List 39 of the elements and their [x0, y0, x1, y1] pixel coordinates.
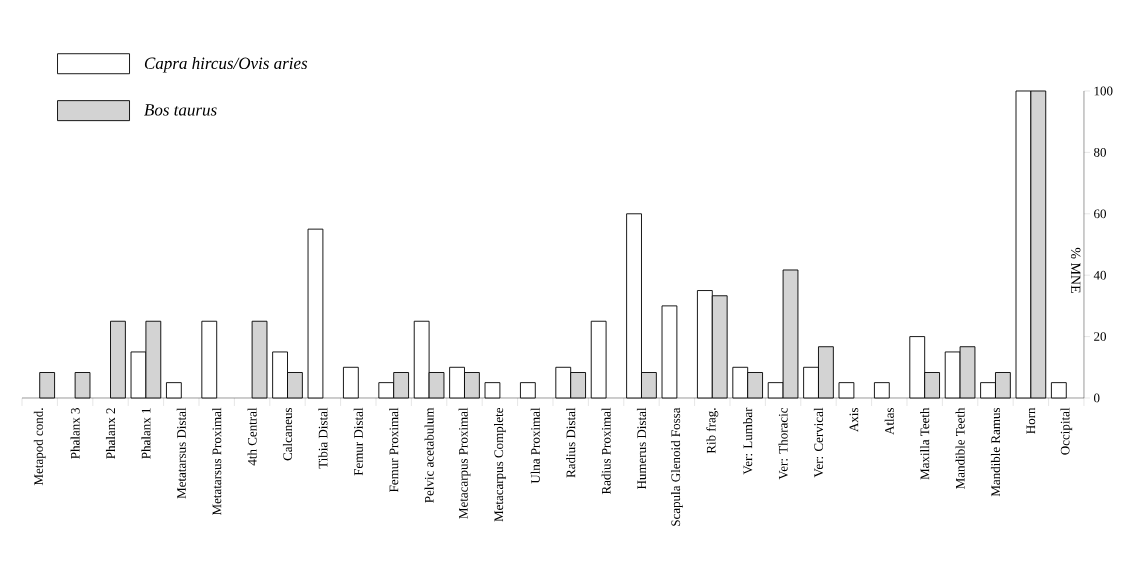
legend-label: Capra hircus/Ovis aries [144, 57, 308, 73]
x-tick-label: Ver: Thoracic [778, 407, 788, 480]
x-tick-label: Pelvic acetabulum [424, 407, 434, 503]
x-tick-label: Humerus Distal [636, 407, 647, 490]
x-tick-label: Horn [1026, 407, 1036, 434]
x-tick-label: Mandible Teeth [955, 407, 965, 489]
x-tick-label: Ver: Cervical [813, 407, 824, 478]
x-tick-label: Occipital [1060, 407, 1073, 455]
x-tick-label: Femur Proximal [389, 407, 399, 492]
x-tick-label: Maxilla Teeth [920, 407, 930, 480]
x-tick-label: 4th Central [247, 407, 257, 466]
x-tick-label: Ver: Lumbar [743, 407, 753, 475]
x-tick-label: Radius Proximal [601, 407, 611, 495]
x-tick-label: Metatarsus Distal [176, 407, 186, 499]
y-tick-label: 100 [1094, 86, 1113, 96]
x-tick-label: Radius Distal [566, 407, 576, 478]
x-tick-label: Phalanx 1 [141, 408, 151, 459]
x-tick-label: Phalanx 3 [70, 408, 80, 459]
x-tick-label: Ulna Proximal [530, 407, 540, 484]
x-tick-label: Axis [849, 407, 859, 432]
x-tick-label: Phalanx 2 [105, 408, 116, 459]
x-tick-label: Scapula Glenoid Fossa [670, 407, 683, 526]
x-tick-label: Tibia Distal [318, 407, 328, 469]
y-axis-title: % MNE [1070, 247, 1081, 293]
x-tick-label: Metacarpus Proximal [458, 407, 471, 519]
x-tick-label: Atlas [884, 407, 894, 435]
x-tick-label: Femur Distal [353, 407, 363, 476]
y-tick-label: 20 [1094, 332, 1107, 341]
x-tick-label: Metapod cond. [33, 408, 46, 486]
x-tick-label: Metatarsus Proximal [212, 407, 222, 516]
y-tick-label: 40 [1093, 270, 1107, 280]
y-tick-label: 60 [1094, 209, 1107, 219]
x-tick-label: Rib frag. [706, 408, 719, 454]
y-tick-label: 0 [1094, 393, 1100, 403]
x-tick-label: Mandible Ramus [990, 407, 1001, 497]
x-tick-label: Calcaneus [282, 407, 293, 461]
legend-label: Bos taurus [144, 104, 217, 116]
x-tick-label: Metacarpus Complete [494, 407, 506, 522]
y-tick-label: 80 [1094, 148, 1107, 157]
